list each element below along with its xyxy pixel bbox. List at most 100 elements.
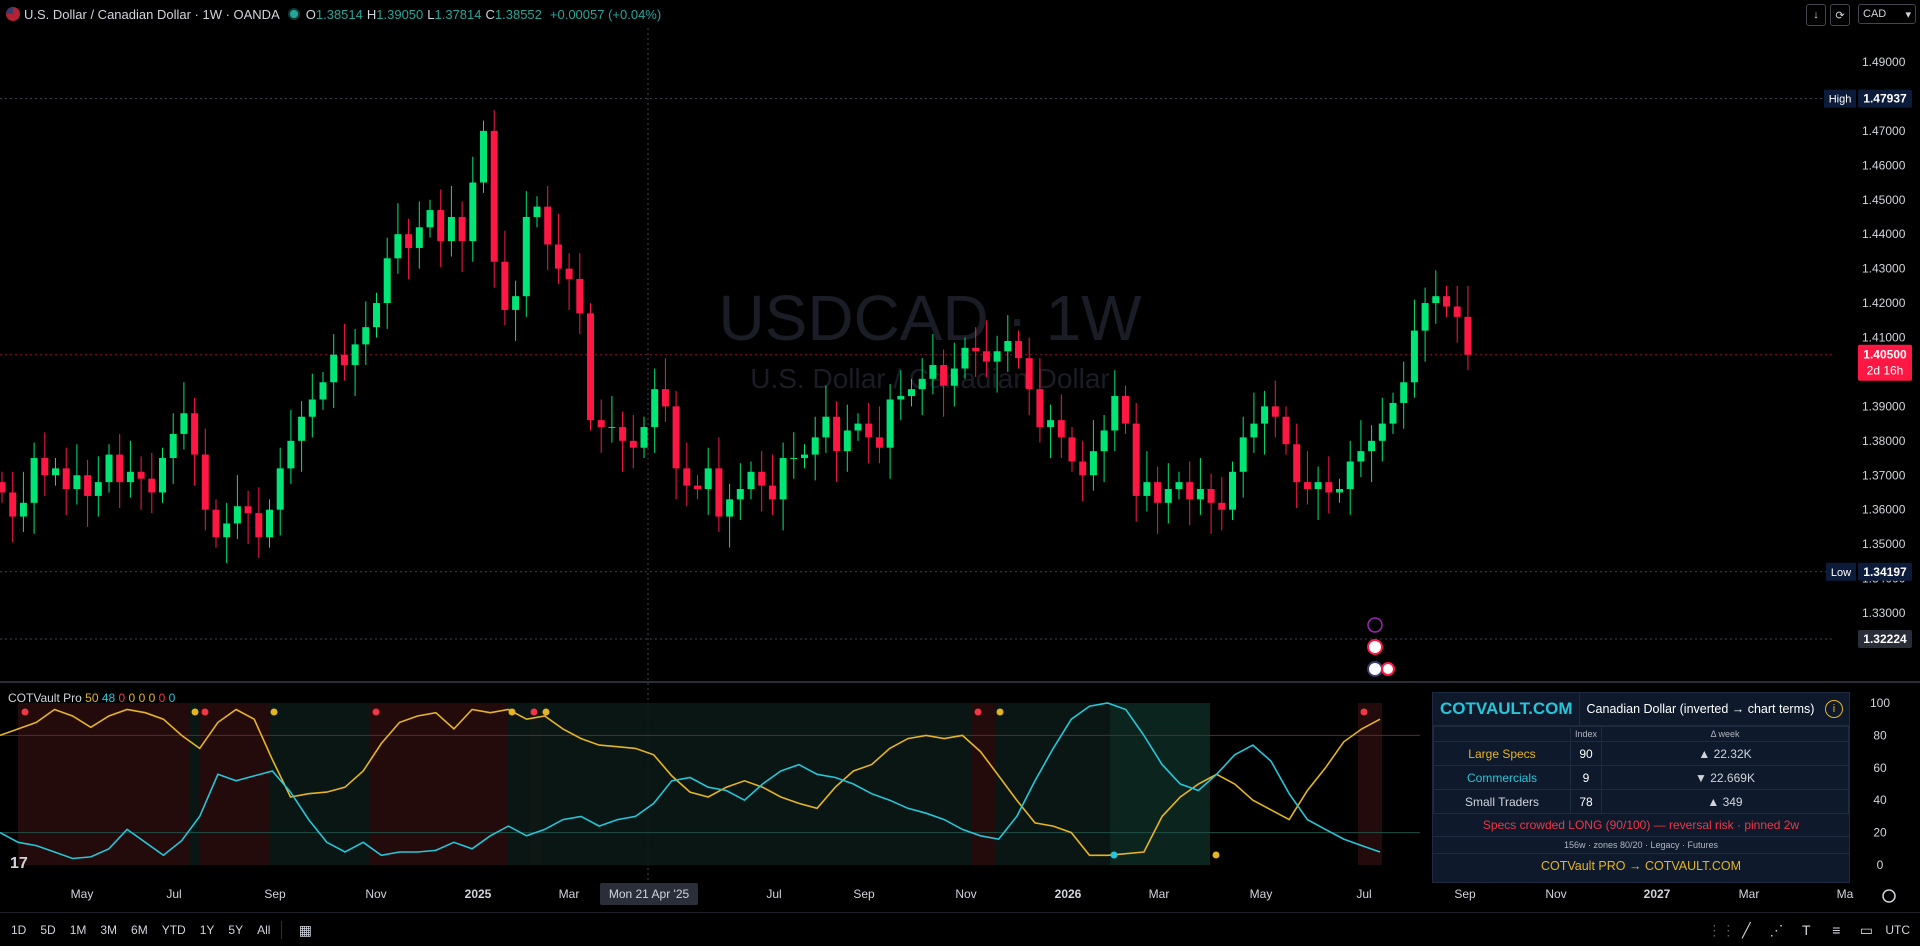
candle-body <box>522 216 530 297</box>
candle-body <box>1261 406 1269 424</box>
cot-title: Canadian Dollar (inverted → chart terms) <box>1586 702 1815 716</box>
download-icon[interactable]: ↓ <box>1806 4 1826 26</box>
candle-body <box>715 468 723 517</box>
time-label: 2027 <box>1644 887 1671 901</box>
candle-body <box>1325 482 1333 493</box>
candle-body <box>651 389 659 428</box>
candle-body <box>1357 451 1365 462</box>
candle-body <box>137 471 145 479</box>
time-label: Sep <box>264 887 286 901</box>
time-label: Nov <box>1545 887 1566 901</box>
candle-body <box>1036 389 1044 428</box>
signal-marker <box>1212 851 1220 859</box>
low-label-bg <box>1826 562 1856 581</box>
cot-footer-link[interactable]: COTVault PRO → COTVAULT.COM <box>1540 859 1742 873</box>
timeframe-1m[interactable]: 1M <box>69 922 87 937</box>
price-tick: 1.41000 <box>1862 331 1906 345</box>
price-tick: 1.37000 <box>1862 468 1906 482</box>
candle-body <box>1453 306 1461 317</box>
candle-body <box>1143 482 1151 496</box>
ohlc-c: C1.38552 <box>485 6 542 22</box>
timeframe-6m[interactable]: 6M <box>131 922 148 937</box>
timeframe-5d[interactable]: 5D <box>40 922 56 937</box>
symbol-title[interactable]: U.S. Dollar / Canadian Dollar · 1W · OAN… <box>24 6 280 22</box>
candle-body <box>843 430 851 452</box>
candle-body <box>704 468 712 490</box>
indicator-value: 48 <box>98 691 116 705</box>
candle-body <box>1336 489 1343 493</box>
candle-body <box>1314 482 1322 490</box>
candle-body <box>30 458 38 503</box>
low-value: 1.34197 <box>1863 565 1907 579</box>
candle-body <box>9 492 17 517</box>
candle-body <box>1100 430 1108 452</box>
chevron-down-icon: ▾ <box>1905 8 1911 21</box>
timeframe-3m[interactable]: 3M <box>100 922 118 937</box>
indicator-tick: 0 <box>1877 858 1884 872</box>
low-value-bg <box>1858 562 1912 581</box>
candle-body <box>480 130 487 183</box>
cot-meta: 156w · zones 80/20 · Legacy · Futures <box>1433 837 1849 854</box>
info-icon[interactable]: i <box>1825 700 1843 718</box>
signal-marker <box>21 708 29 716</box>
candle-body <box>383 258 391 304</box>
col-delta-header: Δ week <box>1601 726 1849 742</box>
text-tool-icon[interactable]: T <box>1802 921 1811 938</box>
candle-body <box>972 347 980 352</box>
trendline-icon[interactable]: ╱ <box>1742 921 1751 938</box>
signal-marker <box>1360 708 1368 716</box>
candle-body <box>1154 482 1162 503</box>
timeframe-all[interactable]: All <box>257 922 271 937</box>
candle-body <box>180 413 188 434</box>
timeframe-1y[interactable]: 1Y <box>199 922 215 937</box>
rectangle-icon[interactable]: ▭ <box>1859 921 1873 938</box>
candle-body <box>394 234 402 259</box>
candle-body <box>266 509 273 538</box>
drag-handle-icon[interactable]: ⋮⋮ <box>1707 921 1736 938</box>
lines-icon[interactable]: ≡ <box>1832 921 1841 938</box>
time-label: Mar <box>1739 887 1760 901</box>
fib-icon[interactable]: ⋰ <box>1769 921 1784 938</box>
time-label: Mar <box>1149 887 1170 901</box>
candle-body <box>1293 444 1301 483</box>
indicator-legend[interactable]: COTVault Pro 50 48 0 0 0 0 0 0 <box>8 691 175 705</box>
bottom-toolbar: 1D 5D 1M 3M 6M YTD 1Y 5Y All ▦ ⋮⋮ ╱ ⋰ T ≡ ▭ UTC <box>0 912 1920 946</box>
candle-body <box>1175 482 1183 490</box>
candle-body <box>276 468 284 510</box>
legend-header: U.S. Dollar / Canadian Dollar · 1W · OAN… <box>0 0 1840 28</box>
candle-body <box>1089 451 1097 476</box>
zone-band <box>1110 703 1210 865</box>
timeframe-5y[interactable]: 5Y <box>228 922 244 937</box>
candle-body <box>597 420 605 428</box>
price-tick: 1.38000 <box>1862 434 1906 448</box>
timezone-label[interactable]: UTC <box>1885 922 1910 937</box>
currency-selector[interactable]: CAD ▾ <box>1858 4 1916 24</box>
candle-body <box>159 458 166 493</box>
candle-body <box>661 389 669 407</box>
candle-body <box>19 502 27 517</box>
date-range-icon[interactable]: ▦ <box>298 921 313 938</box>
candle-body <box>554 244 562 269</box>
candle-body <box>1400 382 1408 403</box>
candle-body <box>683 468 691 486</box>
candle-body <box>854 423 862 431</box>
indicator-tick: 80 <box>1873 728 1887 742</box>
candle-body <box>694 485 701 490</box>
indicator-value: 0 <box>125 691 136 705</box>
candle-body <box>1346 461 1354 490</box>
ca-flag-event-icon <box>1381 662 1395 676</box>
candle-body <box>1025 358 1033 390</box>
candle-body <box>1389 402 1397 424</box>
candle-body <box>62 468 70 490</box>
refresh-icon[interactable]: ⟳ <box>1830 4 1850 26</box>
candle-body <box>169 433 177 459</box>
candle-body <box>0 482 6 493</box>
candle-body <box>512 296 520 310</box>
cot-brand[interactable]: COTVAULT.COM <box>1433 693 1580 725</box>
signal-marker <box>270 708 278 716</box>
timeframe-1d[interactable]: 1D <box>11 922 27 937</box>
candle-body <box>298 416 306 441</box>
timeframe-ytd[interactable]: YTD <box>161 922 186 937</box>
candle-body <box>233 506 241 524</box>
